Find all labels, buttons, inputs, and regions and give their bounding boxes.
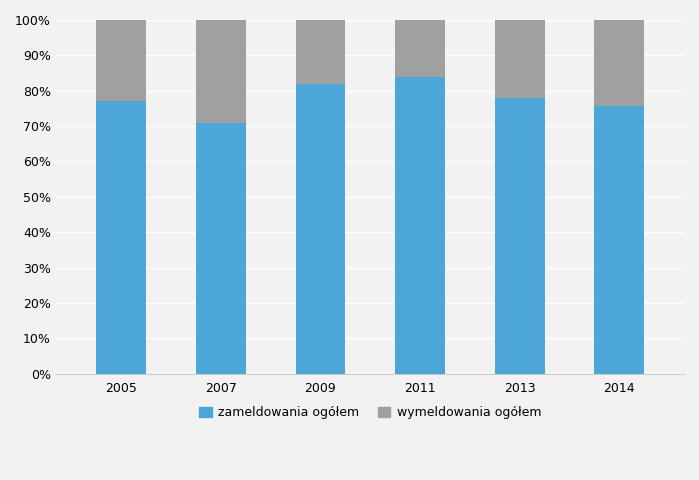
Bar xyxy=(96,101,146,374)
Bar xyxy=(196,122,245,374)
Bar xyxy=(296,84,345,374)
Bar xyxy=(96,20,146,101)
Legend: zameldowania ogółem, wymeldowania ogółem: zameldowania ogółem, wymeldowania ogółem xyxy=(194,401,546,424)
Bar xyxy=(495,20,545,98)
Bar xyxy=(296,20,345,84)
Bar xyxy=(395,20,445,77)
Bar xyxy=(594,20,644,106)
Bar xyxy=(594,106,644,374)
Bar xyxy=(395,77,445,374)
Bar xyxy=(495,98,545,374)
Bar xyxy=(196,20,245,122)
